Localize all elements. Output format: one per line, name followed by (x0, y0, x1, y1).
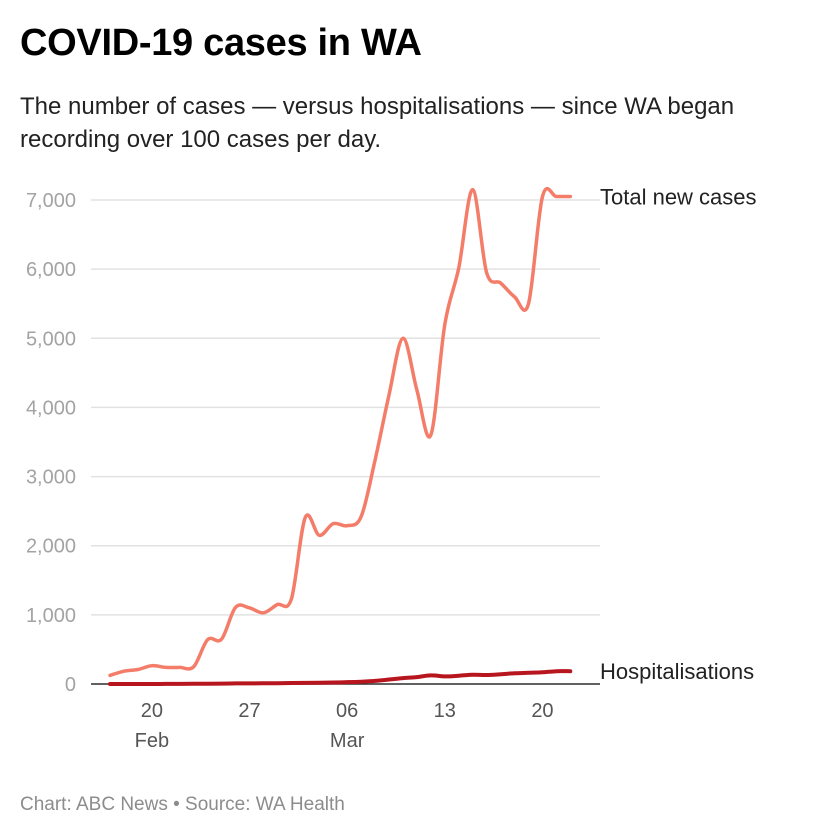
x-tick-label: 06 (336, 700, 358, 722)
chart-title: COVID-19 cases in WA (20, 22, 422, 64)
x-tick-month-label: Mar (330, 730, 365, 752)
x-tick-label: 13 (434, 700, 456, 722)
chart-subtitle: The number of cases — versus hospitalisa… (20, 93, 735, 153)
x-tick-label: 20 (141, 700, 163, 722)
x-tick-label: 27 (238, 700, 260, 722)
y-tick-label: 2,000 (26, 536, 76, 558)
y-tick-label: 6,000 (26, 259, 76, 281)
x-tick-label: 20 (531, 700, 553, 722)
y-tick-label: 7,000 (26, 190, 76, 212)
line-chart: 0 1,000 2,000 3,000 4,000 5,000 6,000 7,000 20 Fe… (26, 185, 757, 752)
y-tick-label: 4,000 (26, 397, 76, 419)
y-tick-label: 0 (65, 674, 76, 696)
y-tick-label: 5,000 (26, 328, 76, 350)
y-tick-label: 1,000 (26, 605, 76, 627)
series-label-hospitalisations: Hospitalisations (600, 659, 754, 684)
series-label-total-new-cases: Total new cases (600, 185, 757, 210)
y-tick-label: 3,000 (26, 467, 76, 489)
x-tick-month-label: Feb (135, 730, 169, 752)
series-line-hospitalisations (108, 669, 573, 687)
series-line-total-new-cases (108, 186, 573, 678)
chart-source-credit: Chart: ABC News • Source: WA Health (20, 794, 345, 815)
